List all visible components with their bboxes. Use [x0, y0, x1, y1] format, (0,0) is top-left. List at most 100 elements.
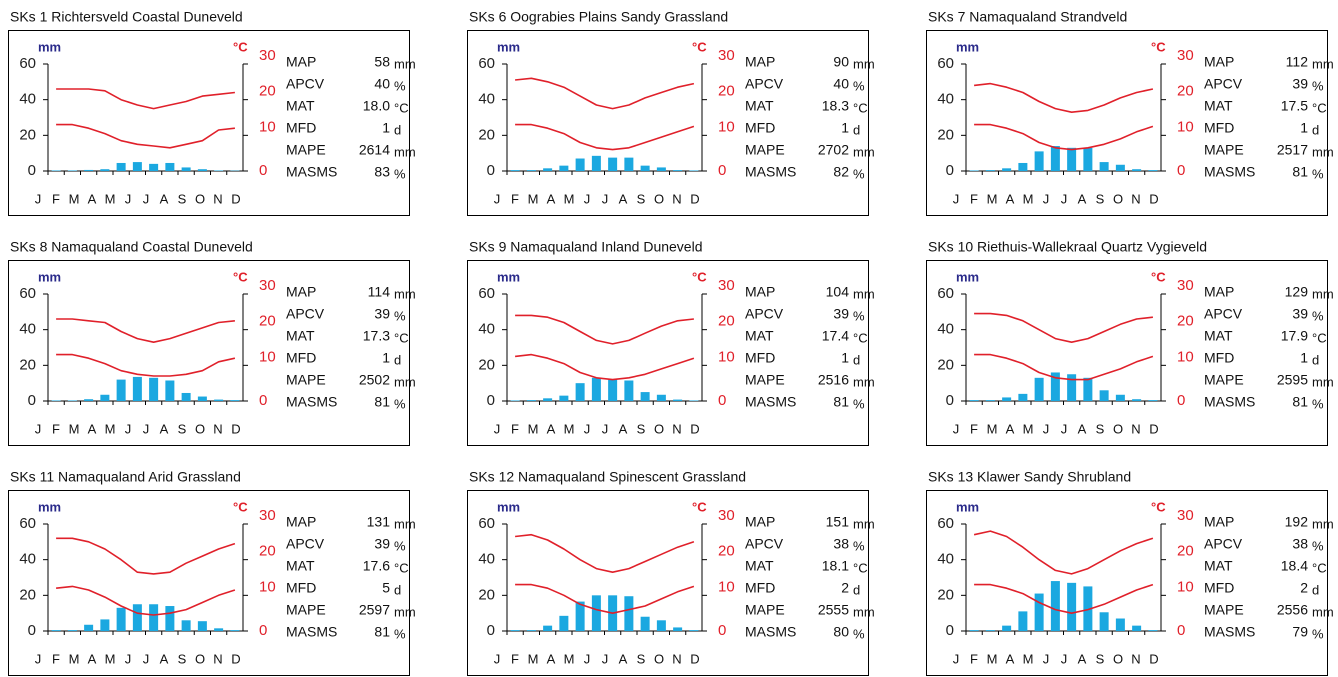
precip-bar: [510, 630, 520, 631]
stat-value: 38: [1292, 536, 1308, 552]
stat-value: 81: [1292, 164, 1308, 180]
y-tick-label: 20: [478, 586, 495, 603]
x-tick-label: J: [953, 421, 960, 436]
x-tick-label: S: [637, 651, 646, 666]
precip-bar: [1132, 399, 1142, 401]
y2-tick-label: 30: [718, 47, 735, 64]
x-tick-label: M: [564, 421, 575, 436]
x-tick-label: O: [1113, 191, 1123, 206]
stat-value: 18.0: [363, 98, 390, 114]
stat-name: MAPE: [286, 372, 326, 388]
precip-bar: [132, 604, 142, 631]
stat-name: MFD: [1204, 120, 1234, 136]
x-tick-label: S: [637, 191, 646, 206]
stat-name: MFD: [286, 120, 316, 136]
chart-title: SKs 12 Namaqualand Spinescent Grassland: [469, 469, 746, 485]
stat-name: MAP: [286, 514, 316, 530]
stat-name: APCV: [745, 76, 784, 92]
precip-bar: [1083, 586, 1093, 631]
x-tick-label: J: [143, 651, 150, 666]
precip-bar: [181, 167, 191, 171]
y-tick-label: 60: [937, 285, 954, 302]
panel-border: [467, 490, 869, 676]
precip-bar: [84, 169, 94, 171]
x-tick-label: N: [1131, 651, 1140, 666]
stat-name: MFD: [286, 350, 316, 366]
temperature-line: [56, 318, 235, 343]
precip-bar: [100, 394, 110, 401]
x-tick-label: O: [654, 421, 664, 436]
y-tick-label: 40: [937, 321, 954, 338]
y-tick-label: 60: [478, 285, 495, 302]
stat-name: APCV: [1204, 536, 1243, 552]
y2-tick-label: 20: [718, 83, 735, 100]
y-tick-label: 20: [937, 126, 954, 143]
x-tick-label: M: [987, 191, 998, 206]
precip-bar: [1148, 630, 1158, 631]
x-tick-label: S: [178, 191, 187, 206]
stat-name: MAP: [286, 54, 316, 70]
y2-tick-label: 0: [1177, 392, 1185, 409]
y2-tick-label: 20: [259, 543, 276, 560]
x-tick-label: S: [1096, 421, 1105, 436]
precip-bar: [1050, 581, 1060, 631]
precip-bar: [84, 399, 94, 401]
precip-bar: [689, 630, 699, 631]
y-tick-label: 20: [19, 356, 36, 373]
y-axis-label: mm: [956, 499, 979, 514]
y2-axis-label: °C: [1151, 499, 1166, 514]
x-tick-label: F: [52, 651, 60, 666]
temperature-line: [515, 77, 695, 110]
stat-name: MAPE: [1204, 602, 1244, 618]
stat-unit: d: [394, 352, 401, 367]
stat-unit: mm: [394, 286, 416, 301]
x-tick-label: J: [143, 191, 150, 206]
y2-tick-label: 30: [1177, 507, 1194, 524]
y2-tick-label: 20: [718, 313, 735, 330]
stat-unit: d: [394, 582, 401, 597]
stat-unit: d: [1312, 122, 1319, 137]
x-tick-label: D: [1149, 421, 1158, 436]
precip-bar: [181, 392, 191, 401]
y2-tick-label: 30: [1177, 47, 1194, 64]
x-tick-label: F: [970, 421, 978, 436]
x-tick-label: D: [231, 191, 240, 206]
stat-value: 2702: [818, 142, 849, 158]
stat-value: 114: [368, 284, 391, 300]
y-axis-label: mm: [38, 269, 61, 284]
stat-value: 2595: [1277, 372, 1308, 388]
stat-value: 81: [374, 624, 390, 640]
stat-unit: d: [853, 352, 860, 367]
y2-tick-label: 20: [1177, 543, 1194, 560]
stat-value: 112: [1286, 54, 1309, 70]
y2-axis-label: °C: [1151, 39, 1166, 54]
x-tick-label: J: [1061, 421, 1068, 436]
stat-name: MAP: [1204, 514, 1234, 530]
x-tick-label: O: [1113, 651, 1123, 666]
y-axis-label: mm: [38, 499, 61, 514]
stat-unit: %: [394, 308, 406, 323]
climate-diagram: SKs 1 Richtersveld Coastal Duneveld mm °C 0…: [8, 9, 416, 216]
precip-bar: [197, 169, 207, 171]
stat-value: 129: [1285, 284, 1309, 300]
x-tick-label: J: [1043, 421, 1050, 436]
stat-value: 38: [833, 536, 849, 552]
y2-tick-label: 0: [1177, 622, 1185, 639]
x-tick-label: A: [160, 651, 169, 666]
precip-bar: [640, 616, 650, 631]
y-tick-label: 20: [19, 126, 36, 143]
x-tick-label: J: [1061, 651, 1068, 666]
stat-unit: %: [1312, 396, 1324, 411]
precip-bar: [510, 170, 520, 171]
stat-unit: mm: [853, 604, 875, 619]
precip-bar: [1099, 612, 1109, 631]
precip-bar: [214, 628, 224, 631]
stat-unit: °C: [1312, 560, 1327, 575]
x-tick-label: M: [564, 191, 575, 206]
precip-bar: [559, 615, 569, 631]
stat-value: 81: [1292, 394, 1308, 410]
y-tick-label: 40: [478, 91, 495, 108]
y2-axis-label: °C: [692, 269, 707, 284]
y-tick-label: 0: [28, 392, 36, 409]
y2-axis-label: °C: [692, 499, 707, 514]
